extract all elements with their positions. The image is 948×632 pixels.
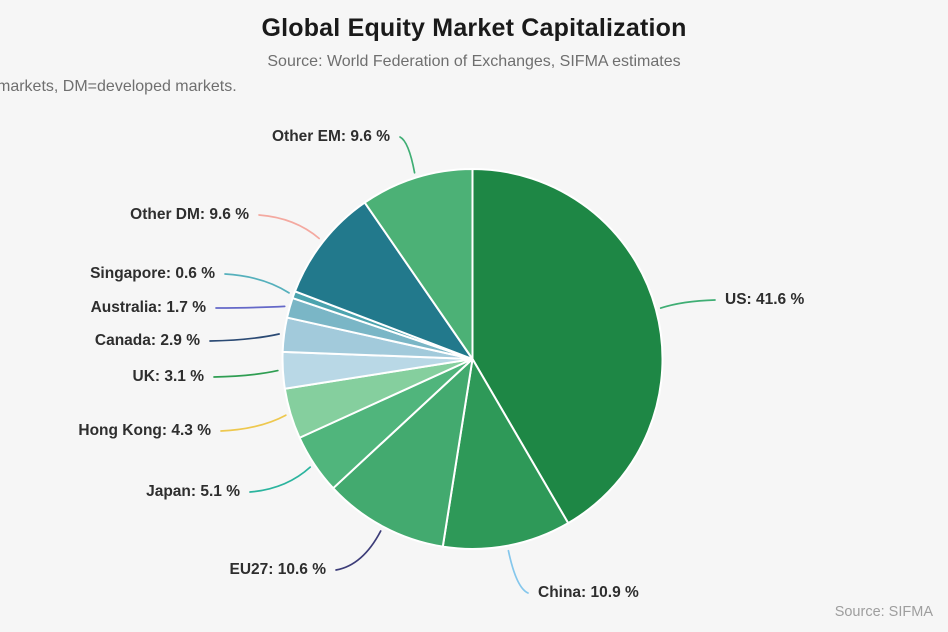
leader-line-china	[507, 549, 529, 594]
source-credit: Source: SIFMA	[834, 604, 933, 620]
slice-label-other-em: Other EM: 9.6 %	[272, 128, 390, 145]
chart-title: Global Equity Market Capitalization	[261, 14, 687, 42]
slice-label-canada: Canada: 2.9 %	[94, 332, 200, 349]
leader-line-eu27	[335, 530, 382, 571]
leader-line-us	[659, 299, 716, 309]
leader-line-japan	[249, 466, 312, 493]
pie-slice-eu27	[332, 358, 474, 548]
slice-label-china: China: 10.9 %	[538, 584, 639, 601]
leader-line-uk	[213, 369, 279, 378]
leader-line-singapore	[224, 273, 290, 294]
leader-line-other-em	[399, 136, 416, 174]
slice-label-us: US: 41.6 %	[725, 291, 805, 308]
chart-note-cutoff: markets, DM=developed markets.	[0, 78, 237, 95]
leader-line-other-dm	[258, 214, 321, 240]
leader-line-hong-kong	[220, 414, 287, 432]
pie-slice-other-em	[363, 168, 474, 360]
slice-label-australia: Australia: 1.7 %	[90, 299, 206, 316]
leader-line-canada	[209, 333, 280, 342]
slice-label-hong-kong: Hong Kong: 4.3 %	[78, 422, 211, 439]
pie-slice-other-dm	[293, 201, 474, 360]
leader-line-australia	[215, 305, 286, 309]
slice-label-singapore: Singapore: 0.6 %	[90, 265, 215, 282]
slice-label-other-dm: Other DM: 9.6 %	[130, 206, 249, 223]
pie-slice-china	[441, 358, 570, 550]
slice-label-eu27: EU27: 10.6 %	[229, 561, 327, 578]
slice-label-japan: Japan: 5.1 %	[146, 483, 240, 500]
pie-slice-us	[471, 168, 664, 525]
chart-subtitle: Source: World Federation of Exchanges, S…	[267, 53, 681, 70]
slice-label-uk: UK: 3.1 %	[132, 368, 205, 385]
